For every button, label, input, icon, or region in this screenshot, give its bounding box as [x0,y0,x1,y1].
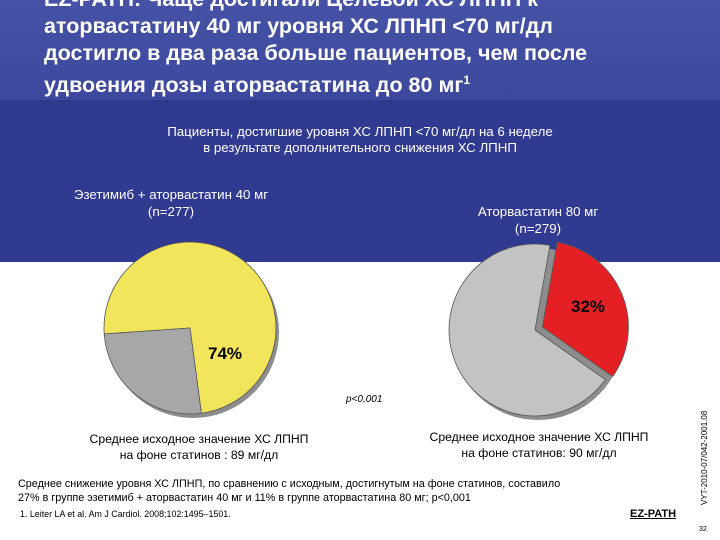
title-line: ЕZ-PATH: Чаще достигали Целевой ХС ЛПНП … [44,0,694,13]
page-number: 32 [699,526,707,533]
title-line-text: удвоения дозы аторвастатина до 80 мг [44,73,464,98]
label-band [0,170,720,262]
baseline-line: на фоне статинов : 89 мг/дл [119,448,279,462]
group-label-right: Аторвастатин 80 мг (n=279) [434,203,642,237]
summary-line: 27% в группе эзетимиб + аторвастатин 40 … [18,492,471,504]
subtitle-line: в результате дополнительного снижения ХС… [203,140,517,155]
title-footnote-mark: 1 [463,73,470,87]
baseline-line: на фоне статинов: 90 мг/дл [461,446,617,460]
baseline-right: Среднее исходное значение ХС ЛПНП на фон… [409,429,669,461]
document-code: VYT-2010-07/042-2001.08 [700,410,709,505]
subtitle-line: Пациенты, достигшие уровня ХС ЛПНП <70 м… [167,124,553,139]
group-n-left: (n=277) [147,204,195,219]
pie-slice-rest [103,327,202,415]
chart-subtitle: Пациенты, достигшие уровня ХС ЛПНП <70 м… [70,124,650,156]
title-line: удвоения дозы аторвастатина до 80 мг1 [44,67,694,99]
subtitle-band [0,100,720,170]
pie-chart-right [448,241,629,420]
group-n-right: (n=279) [514,221,562,236]
summary-text: Среднее снижение уровня ХС ЛПНП, по срав… [18,477,683,505]
pie-slice-rest [448,243,606,417]
baseline-left: Среднее исходное значение ХС ЛПНП на фон… [58,431,340,463]
pie-slice-highlight [541,241,629,378]
baseline-line: Среднее исходное значение ХС ЛПНП [429,430,649,444]
data-label-right: 32% [571,297,606,316]
group-name-right: Аторвастатин 80 мг [477,204,599,219]
summary-line: Среднее снижение уровня ХС ЛПНП, по срав… [18,478,561,490]
title-line: аторвастатину 40 мг уровня ХС ЛПНП <70 м… [44,14,553,38]
p-value: p<0,001 [346,394,383,405]
group-label-left: Эзетимиб + аторвастатин 40 мг (n=277) [40,186,302,220]
brand-logo: EZ-PATH [630,508,677,520]
title-line: достигло в два раза больше пациентов, че… [44,41,588,65]
pie-chart-left [103,241,279,418]
data-label-left: 74% [208,344,243,363]
group-name-left: Эзетимиб + аторвастатин 40 мг [73,187,269,202]
reference: 1. Leiter LA et al. Am J Cardiol. 2008;1… [20,509,231,519]
baseline-line: Среднее исходное значение ХС ЛПНП [89,432,309,446]
slide-title: ЕZ-PATH: Чаще достигали Целевой ХС ЛПНП … [44,0,694,99]
